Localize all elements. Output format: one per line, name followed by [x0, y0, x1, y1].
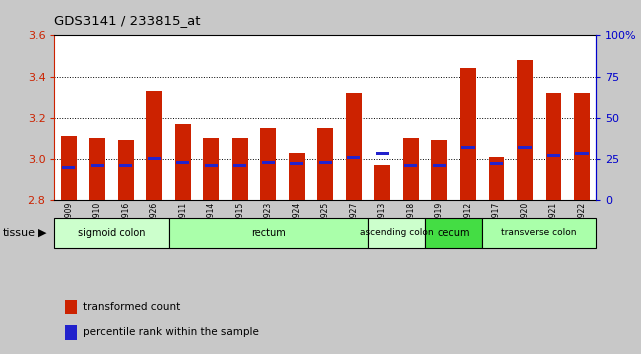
Text: sigmoid colon: sigmoid colon: [78, 228, 146, 238]
Bar: [233, 164, 246, 167]
Bar: [175, 124, 190, 200]
Bar: [317, 128, 333, 200]
Bar: [169, 218, 368, 248]
Bar: [147, 158, 161, 160]
Bar: [260, 128, 276, 200]
Bar: [368, 218, 425, 248]
Text: cecum: cecum: [437, 228, 470, 238]
Bar: [65, 325, 77, 339]
Bar: [425, 218, 482, 248]
Bar: [90, 164, 104, 167]
Bar: [89, 138, 105, 200]
Bar: [262, 161, 275, 164]
Bar: [433, 164, 446, 167]
Bar: [574, 93, 590, 200]
Bar: [119, 164, 133, 167]
Bar: [232, 138, 247, 200]
Bar: [374, 165, 390, 200]
Bar: [347, 156, 360, 159]
Bar: [376, 153, 389, 155]
Bar: [431, 140, 447, 200]
Bar: [490, 162, 503, 165]
Bar: [346, 93, 362, 200]
Text: rectum: rectum: [251, 228, 286, 238]
Bar: [488, 157, 504, 200]
Text: percentile rank within the sample: percentile rank within the sample: [83, 327, 258, 337]
Bar: [290, 162, 303, 165]
Bar: [203, 138, 219, 200]
Bar: [575, 153, 588, 155]
Bar: [319, 161, 332, 164]
Text: transformed count: transformed count: [83, 302, 180, 312]
Bar: [403, 138, 419, 200]
Bar: [204, 164, 218, 167]
Text: tissue: tissue: [3, 228, 36, 238]
Bar: [65, 300, 77, 314]
Bar: [289, 153, 304, 200]
Bar: [404, 164, 417, 167]
Bar: [176, 161, 190, 164]
Bar: [62, 166, 76, 169]
Text: ▶: ▶: [38, 228, 47, 238]
Bar: [118, 140, 133, 200]
Bar: [482, 218, 596, 248]
Bar: [54, 218, 169, 248]
Bar: [518, 146, 531, 149]
Bar: [146, 91, 162, 200]
Text: GDS3141 / 233815_at: GDS3141 / 233815_at: [54, 14, 201, 27]
Bar: [545, 93, 562, 200]
Text: ascending colon: ascending colon: [360, 228, 433, 237]
Bar: [460, 68, 476, 200]
Bar: [517, 60, 533, 200]
Text: transverse colon: transverse colon: [501, 228, 577, 237]
Bar: [461, 146, 474, 149]
Bar: [61, 136, 76, 200]
Bar: [547, 154, 560, 157]
